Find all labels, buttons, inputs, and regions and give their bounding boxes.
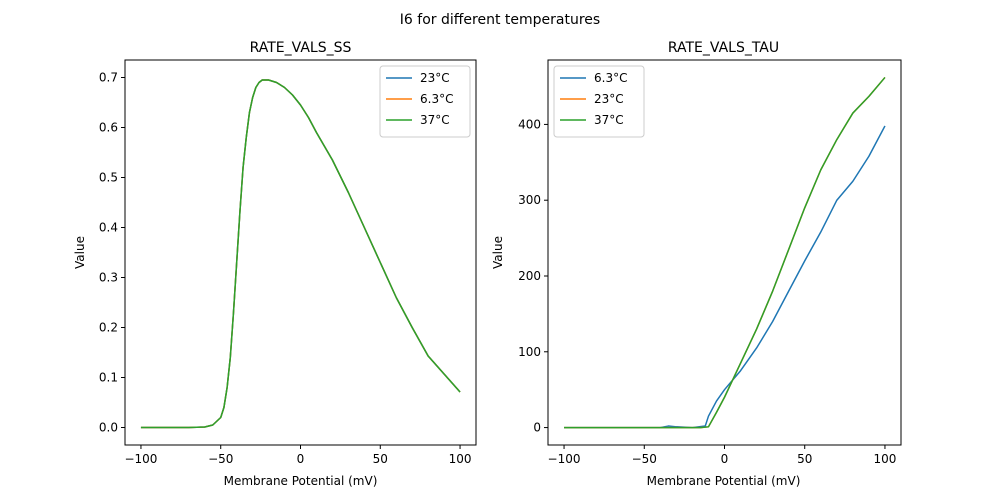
- x-axis-label: Membrane Potential (mV): [647, 474, 801, 488]
- y-tick-label: 0.7: [99, 71, 118, 85]
- x-tick-label: 50: [373, 452, 388, 466]
- x-tick-label: 0: [297, 452, 305, 466]
- legend: 23°C 6.3°C 37°C: [379, 65, 471, 138]
- y-axis-label: Value: [73, 236, 87, 269]
- y-tick-label: 0.3: [99, 271, 118, 285]
- panel-rate-vals-tau: RATE_VALS_TAU −100 −50 0 50 100 0 100 200 300 40…: [491, 40, 902, 488]
- y-tick-label: 400: [518, 117, 541, 131]
- y-tick-label: 0: [533, 421, 541, 435]
- y-tick-label: 0.6: [99, 121, 118, 135]
- series-line-37°C: [564, 76, 886, 429]
- x-axis-label: Membrane Potential (mV): [224, 474, 378, 488]
- x-tick-label: −50: [208, 452, 233, 466]
- y-tick-label: 0.2: [99, 321, 118, 335]
- y-axis-label: Value: [491, 236, 505, 269]
- legend-label: 23°C: [594, 92, 624, 106]
- y-tick-label: 0.5: [99, 171, 118, 185]
- x-tick-label: 100: [874, 452, 897, 466]
- x-tick-label: −100: [124, 452, 157, 466]
- y-tick-label: 300: [518, 193, 541, 207]
- y-tick-label: 200: [518, 269, 541, 283]
- x-tick-label: −50: [632, 452, 657, 466]
- x-tick-label: 100: [449, 452, 472, 466]
- y-tick-label: 100: [518, 345, 541, 359]
- legend-label: 6.3°C: [420, 92, 453, 106]
- panel-title: RATE_VALS_TAU: [668, 40, 779, 56]
- legend: 6.3°C 23°C 37°C: [553, 65, 645, 138]
- y-tick-label: 0.1: [99, 371, 118, 385]
- series-line-37°C: [140, 79, 461, 429]
- y-tick-label: 0.4: [99, 221, 118, 235]
- x-tick-label: −100: [548, 452, 581, 466]
- panel-title: RATE_VALS_SS: [250, 40, 352, 56]
- legend-label: 37°C: [420, 113, 450, 127]
- x-tick-label: 0: [721, 452, 729, 466]
- series-line-6.3°C: [564, 125, 886, 429]
- figure-suptitle: I6 for different temperatures: [400, 12, 600, 28]
- legend-label: 37°C: [594, 113, 624, 127]
- x-tick-label: 50: [797, 452, 812, 466]
- panel-rate-vals-ss: RATE_VALS_SS −100 −50 0 50 100 0.0 0.1 0.2 0.3 0…: [73, 40, 477, 488]
- legend-label: 23°C: [420, 71, 450, 85]
- y-tick-label: 0.0: [99, 421, 118, 435]
- legend-label: 6.3°C: [594, 71, 627, 85]
